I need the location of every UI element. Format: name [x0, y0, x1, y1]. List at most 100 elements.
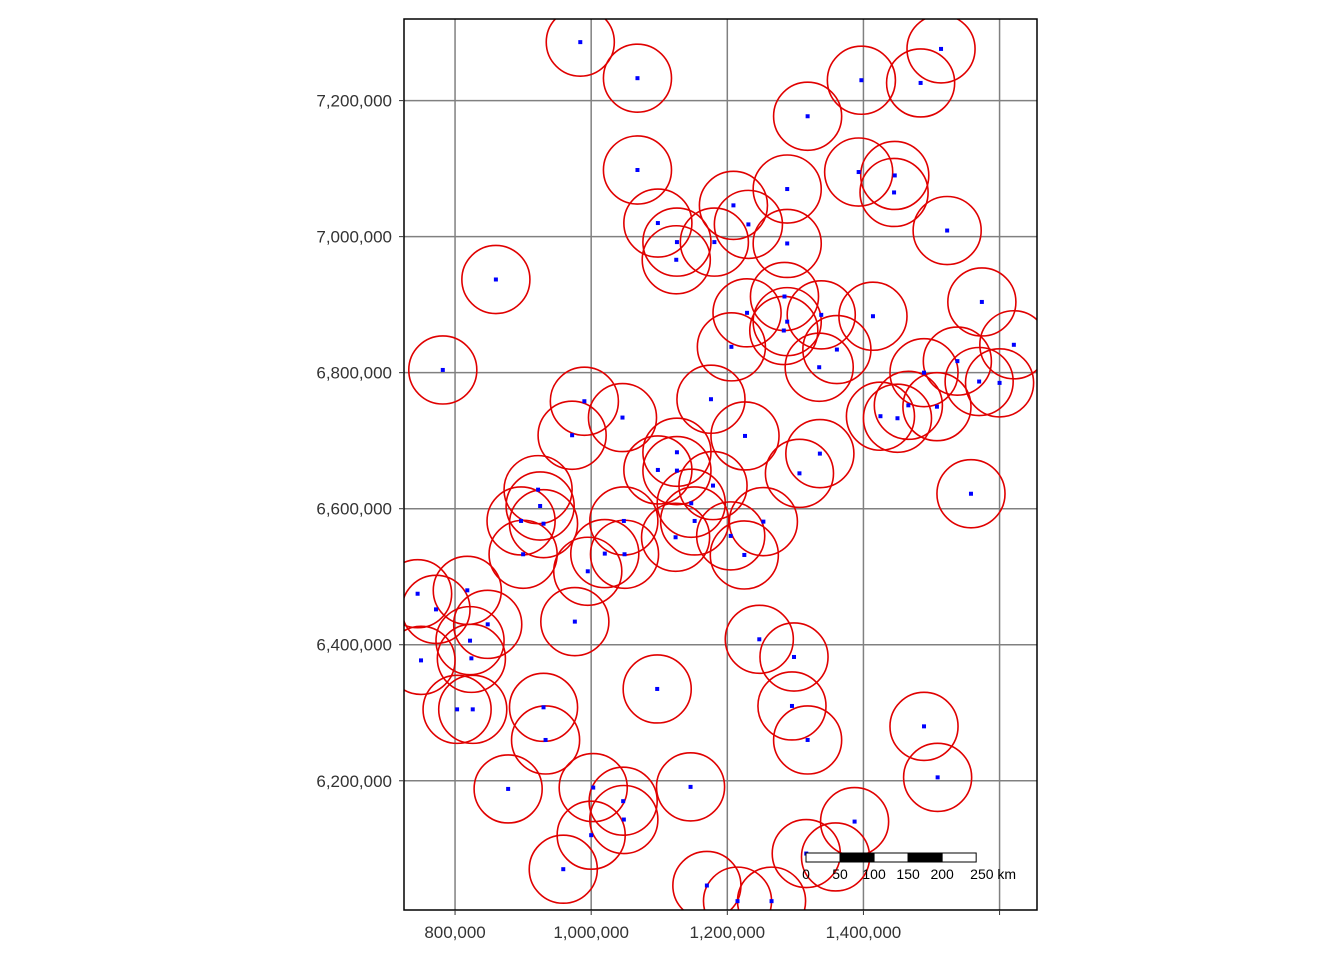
point-marker: [455, 707, 460, 712]
buffer-circle: [764, 438, 835, 509]
point-marker: [805, 114, 810, 119]
scale-bar-segment: [839, 852, 875, 863]
point-marker: [785, 187, 790, 192]
point-marker: [655, 221, 660, 226]
point-marker: [979, 299, 984, 304]
point-marker: [922, 370, 927, 375]
buffer-circle: [528, 834, 599, 905]
point-marker: [939, 46, 944, 51]
point-marker: [585, 569, 590, 574]
point-marker: [470, 707, 475, 712]
point-marker: [493, 277, 498, 282]
buffer-circle: [641, 224, 712, 295]
buffer-circle: [772, 705, 843, 775]
point-marker: [688, 784, 693, 789]
point-markers: [415, 40, 1016, 904]
scale-bar-label: 50: [832, 866, 848, 882]
buffer-circle: [404, 625, 456, 696]
buffer-circle: [437, 674, 508, 745]
scale-bar-segment: [805, 852, 841, 863]
buffer-circle: [488, 519, 558, 590]
buffer-circle: [713, 189, 784, 260]
point-marker: [541, 521, 546, 526]
point-marker: [655, 467, 660, 472]
buffer-circle: [505, 471, 575, 541]
buffer-circle: [655, 752, 726, 822]
point-marker: [543, 737, 548, 742]
buffer-circle: [873, 370, 944, 441]
buffer-circle: [569, 518, 640, 589]
buffer-circle: [602, 135, 673, 205]
buffer-circle: [473, 754, 543, 824]
buffer-circle: [859, 157, 929, 228]
point-marker: [589, 833, 594, 838]
y-axis: 6,200,000 6,400,000 6,600,000 6,800,000 7,00…: [316, 92, 404, 791]
point-marker: [465, 588, 470, 593]
scale-bar-segment: [907, 852, 943, 863]
point-marker: [761, 519, 766, 524]
buffer-circle: [786, 280, 857, 350]
y-tick-label: 6,600,000: [316, 500, 392, 519]
point-marker: [729, 344, 734, 349]
scale-bar-label: 100: [862, 866, 886, 882]
scale-bar-segment: [941, 852, 977, 863]
point-marker: [485, 622, 490, 627]
point-marker: [704, 883, 709, 888]
y-tick-label: 6,400,000: [316, 636, 392, 655]
point-marker: [805, 737, 810, 742]
point-marker: [711, 483, 716, 488]
point-marker: [582, 399, 587, 404]
point-marker: [997, 380, 1002, 385]
point-marker: [538, 503, 543, 508]
buffer-circle: [540, 586, 610, 657]
buffer-circle: [712, 277, 782, 348]
point-marker: [968, 491, 973, 496]
y-tick-label: 7,200,000: [316, 92, 392, 111]
point-marker: [856, 170, 861, 175]
point-marker: [819, 312, 824, 317]
buffer-circle: [552, 536, 623, 607]
buffer-circle: [885, 48, 956, 118]
buffer-circle: [784, 332, 855, 403]
point-marker: [674, 257, 679, 262]
buffer-circle: [785, 418, 855, 489]
point-marker: [712, 240, 717, 245]
buffer-circle: [944, 346, 1014, 417]
buffer-circle: [772, 81, 843, 152]
buffer-circle: [436, 623, 507, 694]
buffer-circle: [622, 654, 693, 724]
buffer-circle: [823, 137, 894, 207]
buffer-circle: [486, 486, 556, 556]
buffer-circle: [404, 558, 453, 629]
buffer-circle: [452, 589, 523, 660]
scale-bar-label: 250 km: [970, 866, 1016, 882]
buffer-circle: [640, 502, 711, 573]
point-marker: [561, 867, 566, 872]
point-marker: [591, 785, 596, 790]
buffer-circle: [964, 348, 1035, 418]
buffer-circle: [642, 207, 712, 277]
point-marker: [735, 899, 740, 904]
buffer-circle: [752, 208, 823, 279]
scale-bar-label: 150: [896, 866, 920, 882]
point-marker: [468, 638, 473, 643]
buffer-circle: [862, 383, 933, 454]
buffer-circle: [802, 314, 872, 385]
point-marker: [922, 724, 927, 729]
x-tick-label: 800,000: [424, 923, 485, 942]
point-marker: [419, 658, 424, 663]
buffer-circle: [508, 672, 579, 743]
point-marker: [541, 705, 546, 710]
buffer-circle: [696, 312, 767, 382]
point-marker: [918, 80, 923, 85]
point-marker: [521, 552, 526, 557]
buffer-circle: [759, 622, 829, 692]
buffer-circle: [859, 140, 930, 211]
buffer-circle: [826, 45, 897, 116]
buffer-circle: [922, 326, 993, 396]
buffer-circle: [510, 705, 581, 775]
point-marker: [519, 518, 524, 523]
buffer-circle: [589, 784, 659, 855]
buffer-circle: [656, 468, 727, 539]
point-marker: [708, 397, 713, 402]
